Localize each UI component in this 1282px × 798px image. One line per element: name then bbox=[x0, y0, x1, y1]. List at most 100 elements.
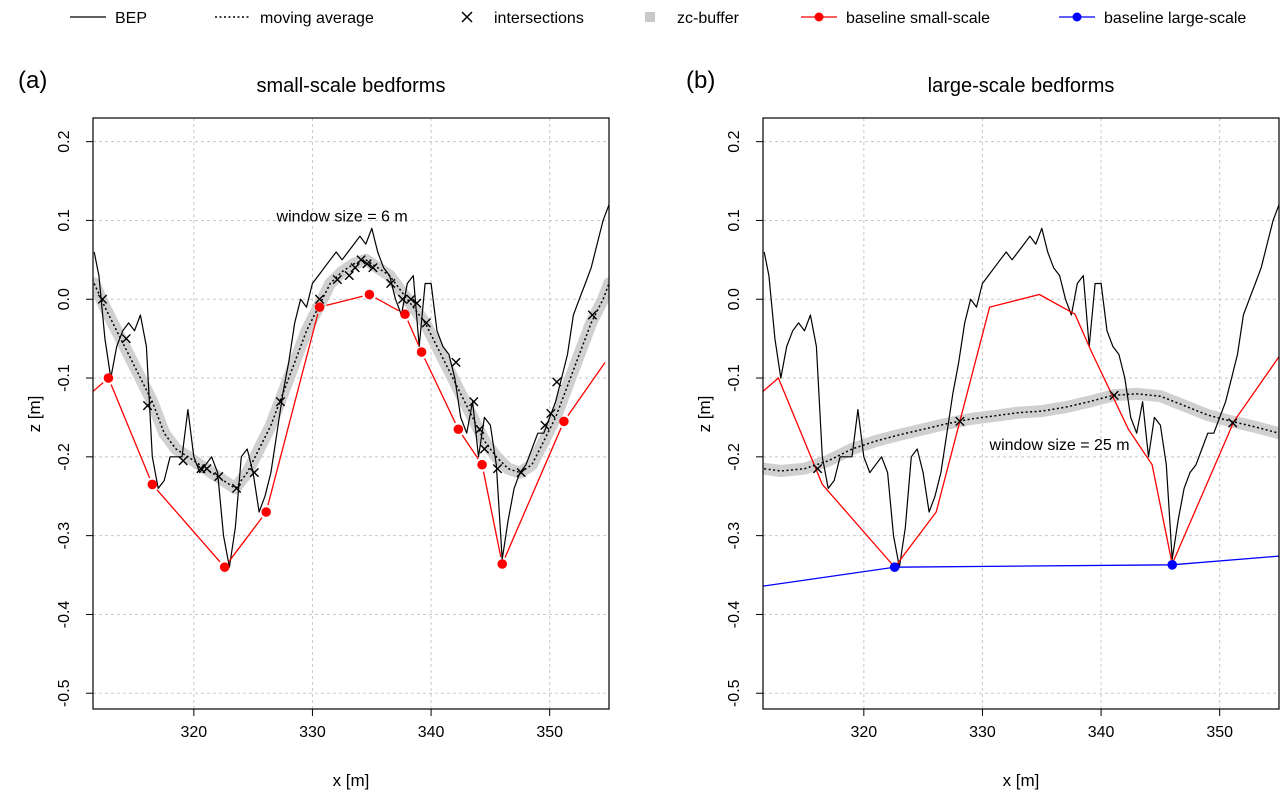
window-size-annotation: window size = 6 m bbox=[276, 209, 408, 226]
x-tick-label: 340 bbox=[418, 724, 445, 741]
plot-frame bbox=[762, 117, 1280, 710]
panel-a: (a) small-scale bedforms 320 330 340 350 0.2… bbox=[18, 67, 610, 790]
baseline-small-scale-point bbox=[559, 416, 569, 427]
intersection-marker bbox=[231, 483, 242, 494]
baseline-small-scale-point bbox=[497, 559, 508, 569]
legend-label: baseline large-scale bbox=[1104, 10, 1246, 27]
baseline-small-scale-segment bbox=[424, 358, 456, 424]
intersection-marker bbox=[587, 310, 598, 320]
intersection-marker bbox=[406, 294, 416, 304]
baseline-small-scale-point bbox=[219, 562, 230, 572]
baseline-small-scale-segment bbox=[407, 320, 420, 346]
baseline-small-scale-point bbox=[416, 347, 427, 357]
baseline-small-scale-point bbox=[364, 289, 375, 300]
y-axis-label: z [m] bbox=[695, 396, 714, 433]
intersection-marker bbox=[469, 396, 479, 407]
legend: BEP moving average intersections zc-buff… bbox=[70, 10, 1246, 27]
intersection-marker bbox=[1109, 390, 1119, 401]
intersection-marker bbox=[421, 318, 432, 328]
intersection-marker bbox=[249, 467, 260, 478]
intersection-marker bbox=[475, 424, 485, 434]
y-tick-label: 0.1 bbox=[726, 209, 743, 231]
legend-item-baseline-small-scale: baseline small-scale bbox=[801, 10, 990, 27]
baseline-small-scale-segment bbox=[482, 471, 502, 558]
intersection-marker bbox=[386, 278, 396, 289]
baseline-small-scale-point bbox=[453, 424, 464, 435]
baseline-large-scale-point bbox=[1167, 559, 1178, 570]
y-tick-label: -0.2 bbox=[56, 443, 73, 471]
intersection-marker bbox=[955, 416, 965, 427]
intersection-marker bbox=[368, 263, 378, 273]
intersection-marker bbox=[812, 463, 823, 474]
plot-frame bbox=[92, 117, 610, 710]
y-tick-label: 0.1 bbox=[56, 209, 73, 231]
x-tick-label: 320 bbox=[850, 724, 877, 741]
y-tick-label: -0.1 bbox=[56, 364, 73, 392]
x-tick-label: 330 bbox=[969, 724, 996, 741]
baseline-large-scale-point bbox=[889, 562, 900, 572]
moving-average-line bbox=[764, 393, 1279, 472]
intersection-marker bbox=[350, 263, 360, 273]
y-tick-label: -0.1 bbox=[726, 364, 743, 392]
chart-title: small-scale bedforms bbox=[257, 75, 446, 97]
baseline-small-scale-point bbox=[261, 507, 271, 517]
intersection-marker bbox=[214, 471, 224, 482]
intersection-marker bbox=[412, 298, 422, 308]
baseline-small-scale-segment bbox=[504, 427, 562, 558]
y-tick-label: -0.2 bbox=[726, 443, 743, 471]
baseline-small-scale-segment bbox=[110, 384, 151, 479]
y-tick-label: -0.5 bbox=[726, 679, 743, 707]
y-tick-label: -0.5 bbox=[56, 679, 73, 707]
y-tick-label: 0.0 bbox=[726, 288, 743, 310]
zc-buffer-band bbox=[763, 387, 1279, 477]
y-axis-label: z [m] bbox=[25, 396, 44, 433]
x-tick-label: 340 bbox=[1088, 724, 1115, 741]
intersection-marker bbox=[546, 408, 556, 419]
legend-item-intersections: intersections bbox=[461, 10, 584, 27]
baseline-small-scale-segment bbox=[156, 489, 221, 563]
intersection-marker bbox=[479, 444, 490, 454]
intersection-marker bbox=[202, 463, 212, 474]
y-tick-label: -0.4 bbox=[726, 601, 743, 629]
intersection-marker bbox=[540, 420, 550, 431]
panel-b: (b) large-scale bedforms 320 330 340 350 0.2… bbox=[686, 67, 1280, 790]
legend-item-bep: BEP bbox=[70, 10, 147, 27]
baseline-small-scale-segment bbox=[267, 313, 319, 506]
intersection-marker bbox=[356, 255, 366, 265]
baseline-small-scale-segment bbox=[461, 434, 479, 460]
moving-average-line bbox=[93, 258, 609, 490]
y-tick-label: 0.0 bbox=[56, 288, 73, 310]
intersection-marker bbox=[552, 377, 562, 387]
y-tick-label: 0.2 bbox=[56, 130, 73, 152]
baseline-small-scale-segment bbox=[228, 517, 263, 562]
baseline-small-scale-segment bbox=[375, 297, 400, 312]
intersection-marker bbox=[121, 333, 131, 344]
baseline-small-scale-segment bbox=[567, 362, 606, 417]
intersection-marker bbox=[314, 294, 325, 304]
intersection-marker bbox=[492, 463, 503, 474]
baseline-large-scale-line bbox=[763, 555, 1279, 587]
intersection-marker bbox=[362, 259, 372, 269]
x-tick-label: 330 bbox=[299, 724, 326, 741]
chart-title: large-scale bedforms bbox=[928, 75, 1115, 97]
baseline-small-scale-segment bbox=[93, 382, 104, 392]
baseline-small-scale-point bbox=[400, 309, 410, 320]
baseline-small-scale-point bbox=[103, 373, 114, 383]
intersection-marker bbox=[97, 294, 108, 304]
legend-label: BEP bbox=[115, 10, 147, 27]
intersection-marker bbox=[397, 294, 408, 304]
y-tick-label: -0.3 bbox=[56, 522, 73, 550]
intersection-marker bbox=[516, 467, 526, 478]
panel-label: (a) bbox=[18, 67, 47, 94]
intersection-marker bbox=[142, 400, 153, 411]
legend-item-moving-average: moving average bbox=[215, 10, 374, 27]
intersection-marker bbox=[344, 270, 354, 281]
legend-label: zc-buffer bbox=[677, 10, 740, 27]
intersection-marker bbox=[332, 274, 343, 285]
window-size-annotation: window size = 25 m bbox=[989, 437, 1130, 454]
legend-item-baseline-large-scale: baseline large-scale bbox=[1059, 10, 1246, 27]
y-tick-label: 0.2 bbox=[726, 130, 743, 152]
legend-label: baseline small-scale bbox=[846, 10, 990, 27]
panel-label: (b) bbox=[686, 67, 715, 94]
